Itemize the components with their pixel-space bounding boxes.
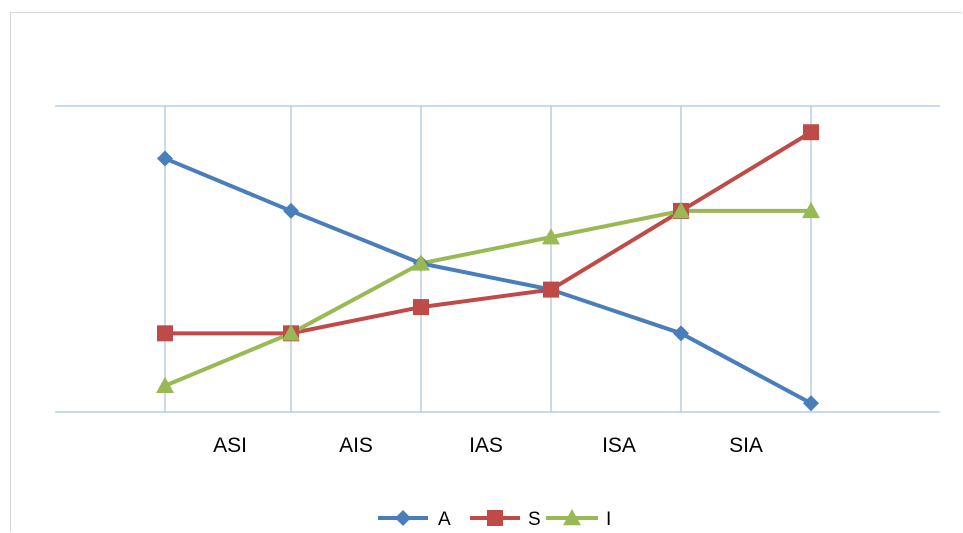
point-s-3	[543, 281, 559, 298]
x-tick-label: SIA	[729, 434, 763, 457]
chart-frame	[10, 12, 962, 532]
point-s-0	[157, 325, 173, 342]
series-line-a	[164, 156, 812, 406]
legend-marker-s	[487, 510, 503, 526]
x-tick-label: AIS	[339, 434, 373, 457]
series-lines	[164, 130, 813, 406]
point-s-5	[803, 124, 819, 141]
series-markers	[156, 124, 820, 412]
legend-label-a: A	[438, 509, 451, 530]
legend-label-s: S	[528, 509, 541, 530]
x-tick-label: ASI	[213, 434, 247, 457]
point-a-1	[283, 202, 299, 219]
grid-lines	[55, 105, 940, 413]
point-i-5	[802, 201, 820, 219]
point-a-4	[673, 325, 689, 342]
point-a-0	[157, 150, 173, 167]
point-i-3	[542, 228, 560, 245]
x-tick-label: ISA	[602, 434, 636, 457]
legend-marker-a	[395, 510, 411, 526]
point-a-5	[803, 395, 819, 412]
point-i-4	[672, 201, 690, 219]
series-line-i	[164, 208, 811, 388]
point-i-1	[282, 324, 300, 341]
series-line-s	[165, 130, 813, 336]
x-axis-tick-labels: ASI AIS IAS ISA SIA	[213, 434, 763, 457]
x-tick-label: IAS	[469, 434, 503, 457]
legend-marker-i	[563, 509, 581, 526]
point-i-2	[412, 254, 430, 271]
legend-label-i: I	[606, 509, 611, 530]
point-s-2	[413, 299, 429, 316]
point-i-0	[156, 376, 174, 393]
